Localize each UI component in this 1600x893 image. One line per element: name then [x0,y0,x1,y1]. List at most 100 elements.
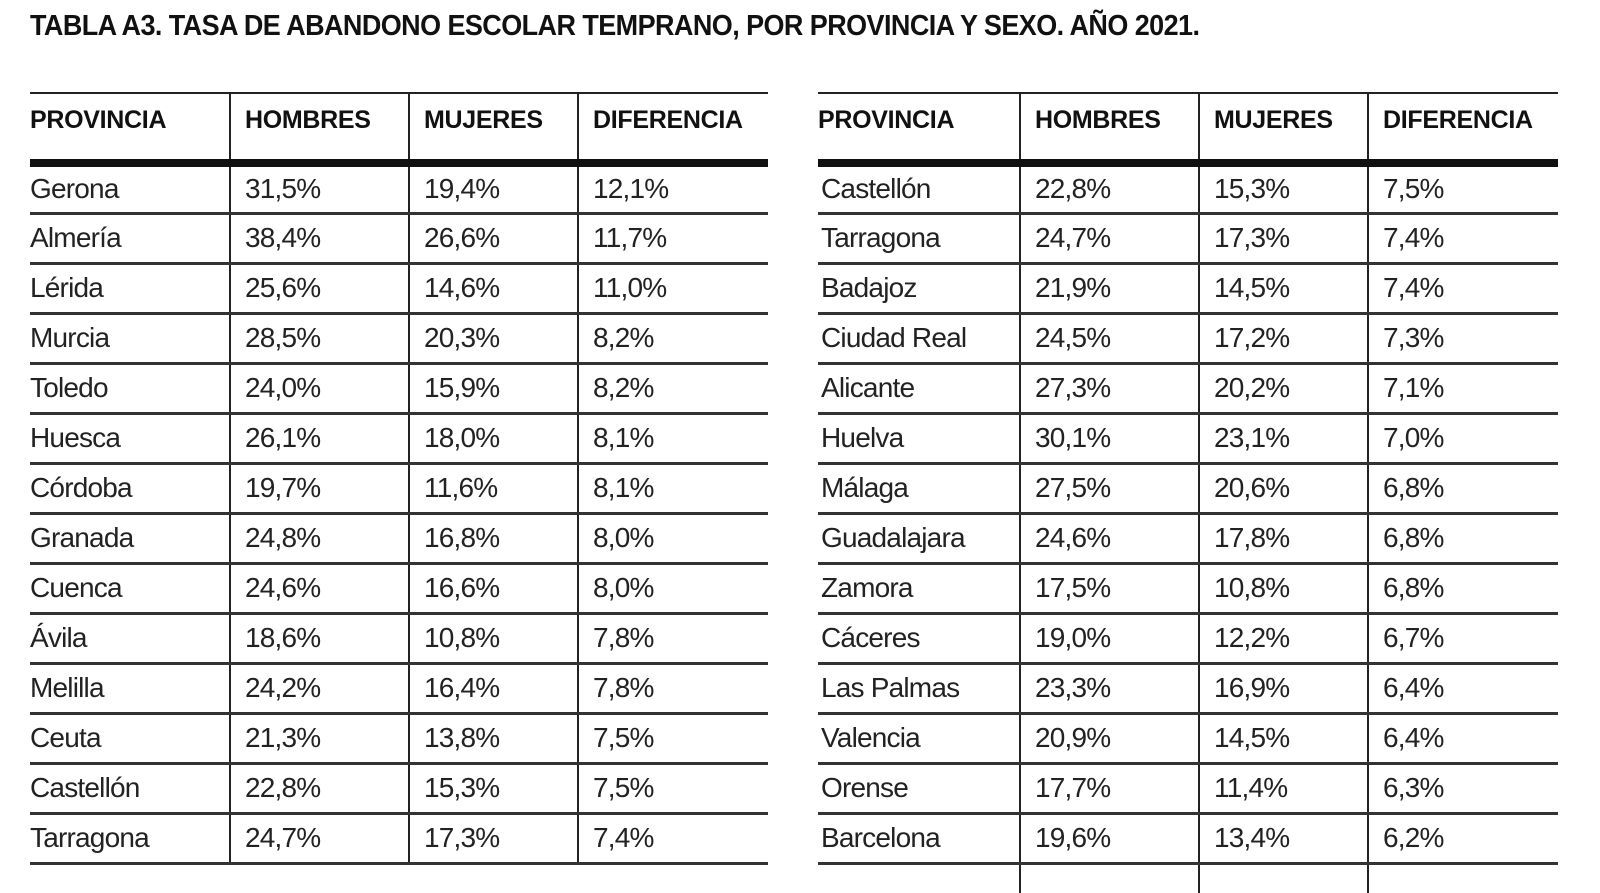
cell-diferencia: 6,4% [1367,663,1558,715]
column-header-hombres: HOMBRES [229,92,409,167]
cell-mujeres: 13,4% [1198,813,1368,865]
cell-provincia: Córdoba [30,463,230,515]
cell-provincia: Granada [30,513,230,565]
table-row: Murcia 28,5% 20,3% 8,2% [30,313,768,365]
cell-provincia: Zamora [818,563,1020,615]
cell-mujeres: 12,2% [1198,613,1368,665]
cell-hombres: 25,6% [229,263,409,315]
table-row: Almería 38,4% 26,6% 11,7% [30,213,768,265]
cell-mujeres: 15,3% [1198,163,1368,215]
cell-diferencia: 6,7% [1367,613,1558,665]
cell-hombres: 27,3% [1019,363,1199,415]
cell-provincia: Ciudad Real [818,313,1020,365]
cell-provincia: Alicante [818,363,1020,415]
cell-mujeres: 15,9% [408,363,578,415]
cell-diferencia: 8,0% [577,513,768,565]
cell-mujeres: 10,8% [408,613,578,665]
cell-hombres: 17,5% [1019,563,1199,615]
table-row-clipped [818,863,1558,893]
cell-provincia: Castellón [30,763,230,815]
cell-diferencia: 6,8% [1367,463,1558,515]
cell-hombres: 21,3% [229,713,409,765]
table-row: Toledo 24,0% 15,9% 8,2% [30,363,768,415]
table-row: Zamora 17,5% 10,8% 6,8% [818,563,1558,615]
cell-diferencia: 7,8% [577,613,768,665]
cell-hombres: 24,6% [229,563,409,615]
column-header-provincia: PROVINCIA [30,92,230,167]
table-row: Castellón 22,8% 15,3% 7,5% [30,763,768,815]
cell-mujeres: 18,0% [408,413,578,465]
cell-hombres: 30,1% [1019,413,1199,465]
cell-mujeres: 13,8% [408,713,578,765]
cell-mujeres: 11,6% [408,463,578,515]
cell-provincia: Huelva [818,413,1020,465]
cell-mujeres: 19,4% [408,163,578,215]
cell-diferencia: 11,7% [577,213,768,265]
cell-diferencia: 12,1% [577,163,768,215]
cell-clipped [1019,863,1199,893]
cell-mujeres: 16,4% [408,663,578,715]
cell-diferencia: 8,2% [577,363,768,415]
right-data-table: PROVINCIA HOMBRES MUJERES DIFERENCIA Cas… [818,92,1558,893]
cell-mujeres: 20,3% [408,313,578,365]
cell-diferencia: 8,2% [577,313,768,365]
cell-provincia: Gerona [30,163,230,215]
cell-hombres: 24,6% [1019,513,1199,565]
cell-hombres: 22,8% [1019,163,1199,215]
cell-hombres: 38,4% [229,213,409,265]
cell-mujeres: 17,3% [1198,213,1368,265]
column-header-diferencia: DIFERENCIA [577,92,768,167]
header-row: PROVINCIA HOMBRES MUJERES DIFERENCIA [818,92,1558,167]
table-title: TABLA A3. TASA DE ABANDONO ESCOLAR TEMPR… [30,10,1200,42]
cell-mujeres: 16,8% [408,513,578,565]
cell-provincia: Ávila [30,613,230,665]
table-row: Valencia 20,9% 14,5% 6,4% [818,713,1558,765]
cell-provincia: Tarragona [818,213,1020,265]
cell-hombres: 19,6% [1019,813,1199,865]
cell-hombres: 19,0% [1019,613,1199,665]
cell-hombres: 22,8% [229,763,409,815]
cell-clipped [818,863,1020,893]
cell-hombres: 23,3% [1019,663,1199,715]
cell-hombres: 24,2% [229,663,409,715]
table-row: Huesca 26,1% 18,0% 8,1% [30,413,768,465]
cell-diferencia: 7,3% [1367,313,1558,365]
column-header-diferencia: DIFERENCIA [1367,92,1558,167]
cell-hombres: 19,7% [229,463,409,515]
cell-provincia: Cáceres [818,613,1020,665]
table-row: Málaga 27,5% 20,6% 6,8% [818,463,1558,515]
cell-provincia: Orense [818,763,1020,815]
cell-clipped [1198,863,1368,893]
cell-hombres: 24,8% [229,513,409,565]
cell-diferencia: 8,1% [577,463,768,515]
cell-mujeres: 11,4% [1198,763,1368,815]
cell-provincia: Cuenca [30,563,230,615]
cell-clipped [1367,863,1558,893]
table-row: Gerona 31,5% 19,4% 12,1% [30,163,768,215]
column-header-hombres: HOMBRES [1019,92,1199,167]
cell-diferencia: 8,0% [577,563,768,615]
cell-hombres: 24,5% [1019,313,1199,365]
table-row: Castellón 22,8% 15,3% 7,5% [818,163,1558,215]
table-row: Lérida 25,6% 14,6% 11,0% [30,263,768,315]
left-data-table: PROVINCIA HOMBRES MUJERES DIFERENCIA Ger… [30,92,768,865]
cell-hombres: 24,7% [229,813,409,865]
cell-diferencia: 7,0% [1367,413,1558,465]
cell-provincia: Valencia [818,713,1020,765]
cell-hombres: 27,5% [1019,463,1199,515]
cell-provincia: Murcia [30,313,230,365]
cell-provincia: Toledo [30,363,230,415]
cell-hombres: 18,6% [229,613,409,665]
cell-diferencia: 6,2% [1367,813,1558,865]
cell-mujeres: 20,2% [1198,363,1368,415]
table-row: Orense 17,7% 11,4% 6,3% [818,763,1558,815]
cell-hombres: 17,7% [1019,763,1199,815]
table-row: Cáceres 19,0% 12,2% 6,7% [818,613,1558,665]
cell-hombres: 24,7% [1019,213,1199,265]
table-row: Guadalajara 24,6% 17,8% 6,8% [818,513,1558,565]
cell-diferencia: 7,8% [577,663,768,715]
table-row: Cuenca 24,6% 16,6% 8,0% [30,563,768,615]
cell-mujeres: 17,3% [408,813,578,865]
cell-provincia: Almería [30,213,230,265]
table-row: Ciudad Real 24,5% 17,2% 7,3% [818,313,1558,365]
